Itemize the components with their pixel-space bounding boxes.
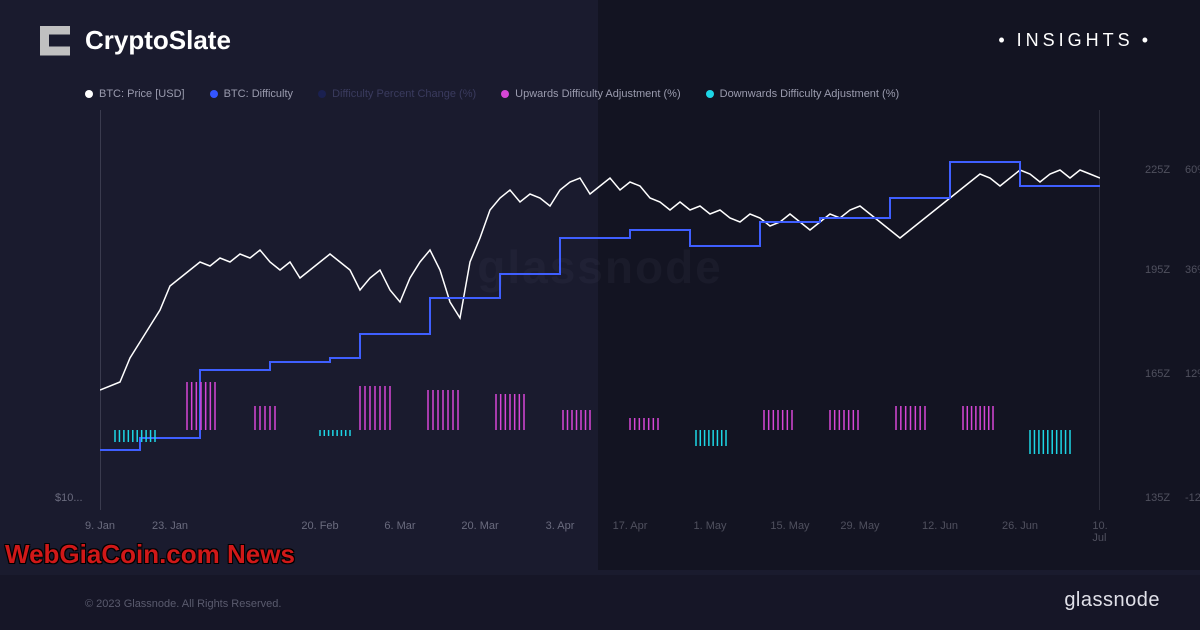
legend-item[interactable]: BTC: Price [USD]: [85, 88, 185, 100]
difficulty-line: [100, 162, 1100, 450]
legend-dot-icon: [210, 90, 218, 98]
chart-svg: [100, 110, 1100, 510]
insights-label: INSIGHTS: [990, 30, 1160, 51]
legend-dot-icon: [85, 90, 93, 98]
legend: BTC: Price [USD] BTC: Difficulty Difficult…: [85, 88, 899, 100]
news-overlay-text: WebGiaCoin.com News: [5, 539, 295, 570]
header: CryptoSlate: [40, 25, 231, 56]
x-tick: 6. Mar: [384, 520, 415, 532]
legend-item[interactable]: Difficulty Percent Change (%): [318, 88, 476, 100]
x-tick: 20. Feb: [301, 520, 338, 532]
legend-dot-icon: [706, 90, 714, 98]
legend-label: BTC: Difficulty: [224, 88, 293, 100]
price-line: [100, 170, 1100, 390]
x-tick: 3. Apr: [546, 520, 575, 532]
legend-item[interactable]: Downwards Difficulty Adjustment (%): [706, 88, 900, 100]
copyright: © 2023 Glassnode. All Rights Reserved.: [85, 598, 281, 610]
legend-label: BTC: Price [USD]: [99, 88, 185, 100]
legend-item[interactable]: BTC: Difficulty: [210, 88, 293, 100]
cryptoslate-logo-icon: [40, 26, 70, 56]
legend-dot-icon: [501, 90, 509, 98]
x-tick: 9. Jan: [85, 520, 115, 532]
legend-dot-icon: [318, 90, 326, 98]
legend-label: Upwards Difficulty Adjustment (%): [515, 88, 680, 100]
brand-title: CryptoSlate: [85, 25, 231, 56]
x-tick: 23. Jan: [152, 520, 188, 532]
footer-brand: glassnode: [1064, 589, 1160, 612]
y-left-label: $10...: [55, 492, 83, 504]
legend-label: Downwards Difficulty Adjustment (%): [720, 88, 900, 100]
x-tick: 20. Mar: [461, 520, 498, 532]
legend-item[interactable]: Upwards Difficulty Adjustment (%): [501, 88, 680, 100]
legend-label: Difficulty Percent Change (%): [332, 88, 476, 100]
